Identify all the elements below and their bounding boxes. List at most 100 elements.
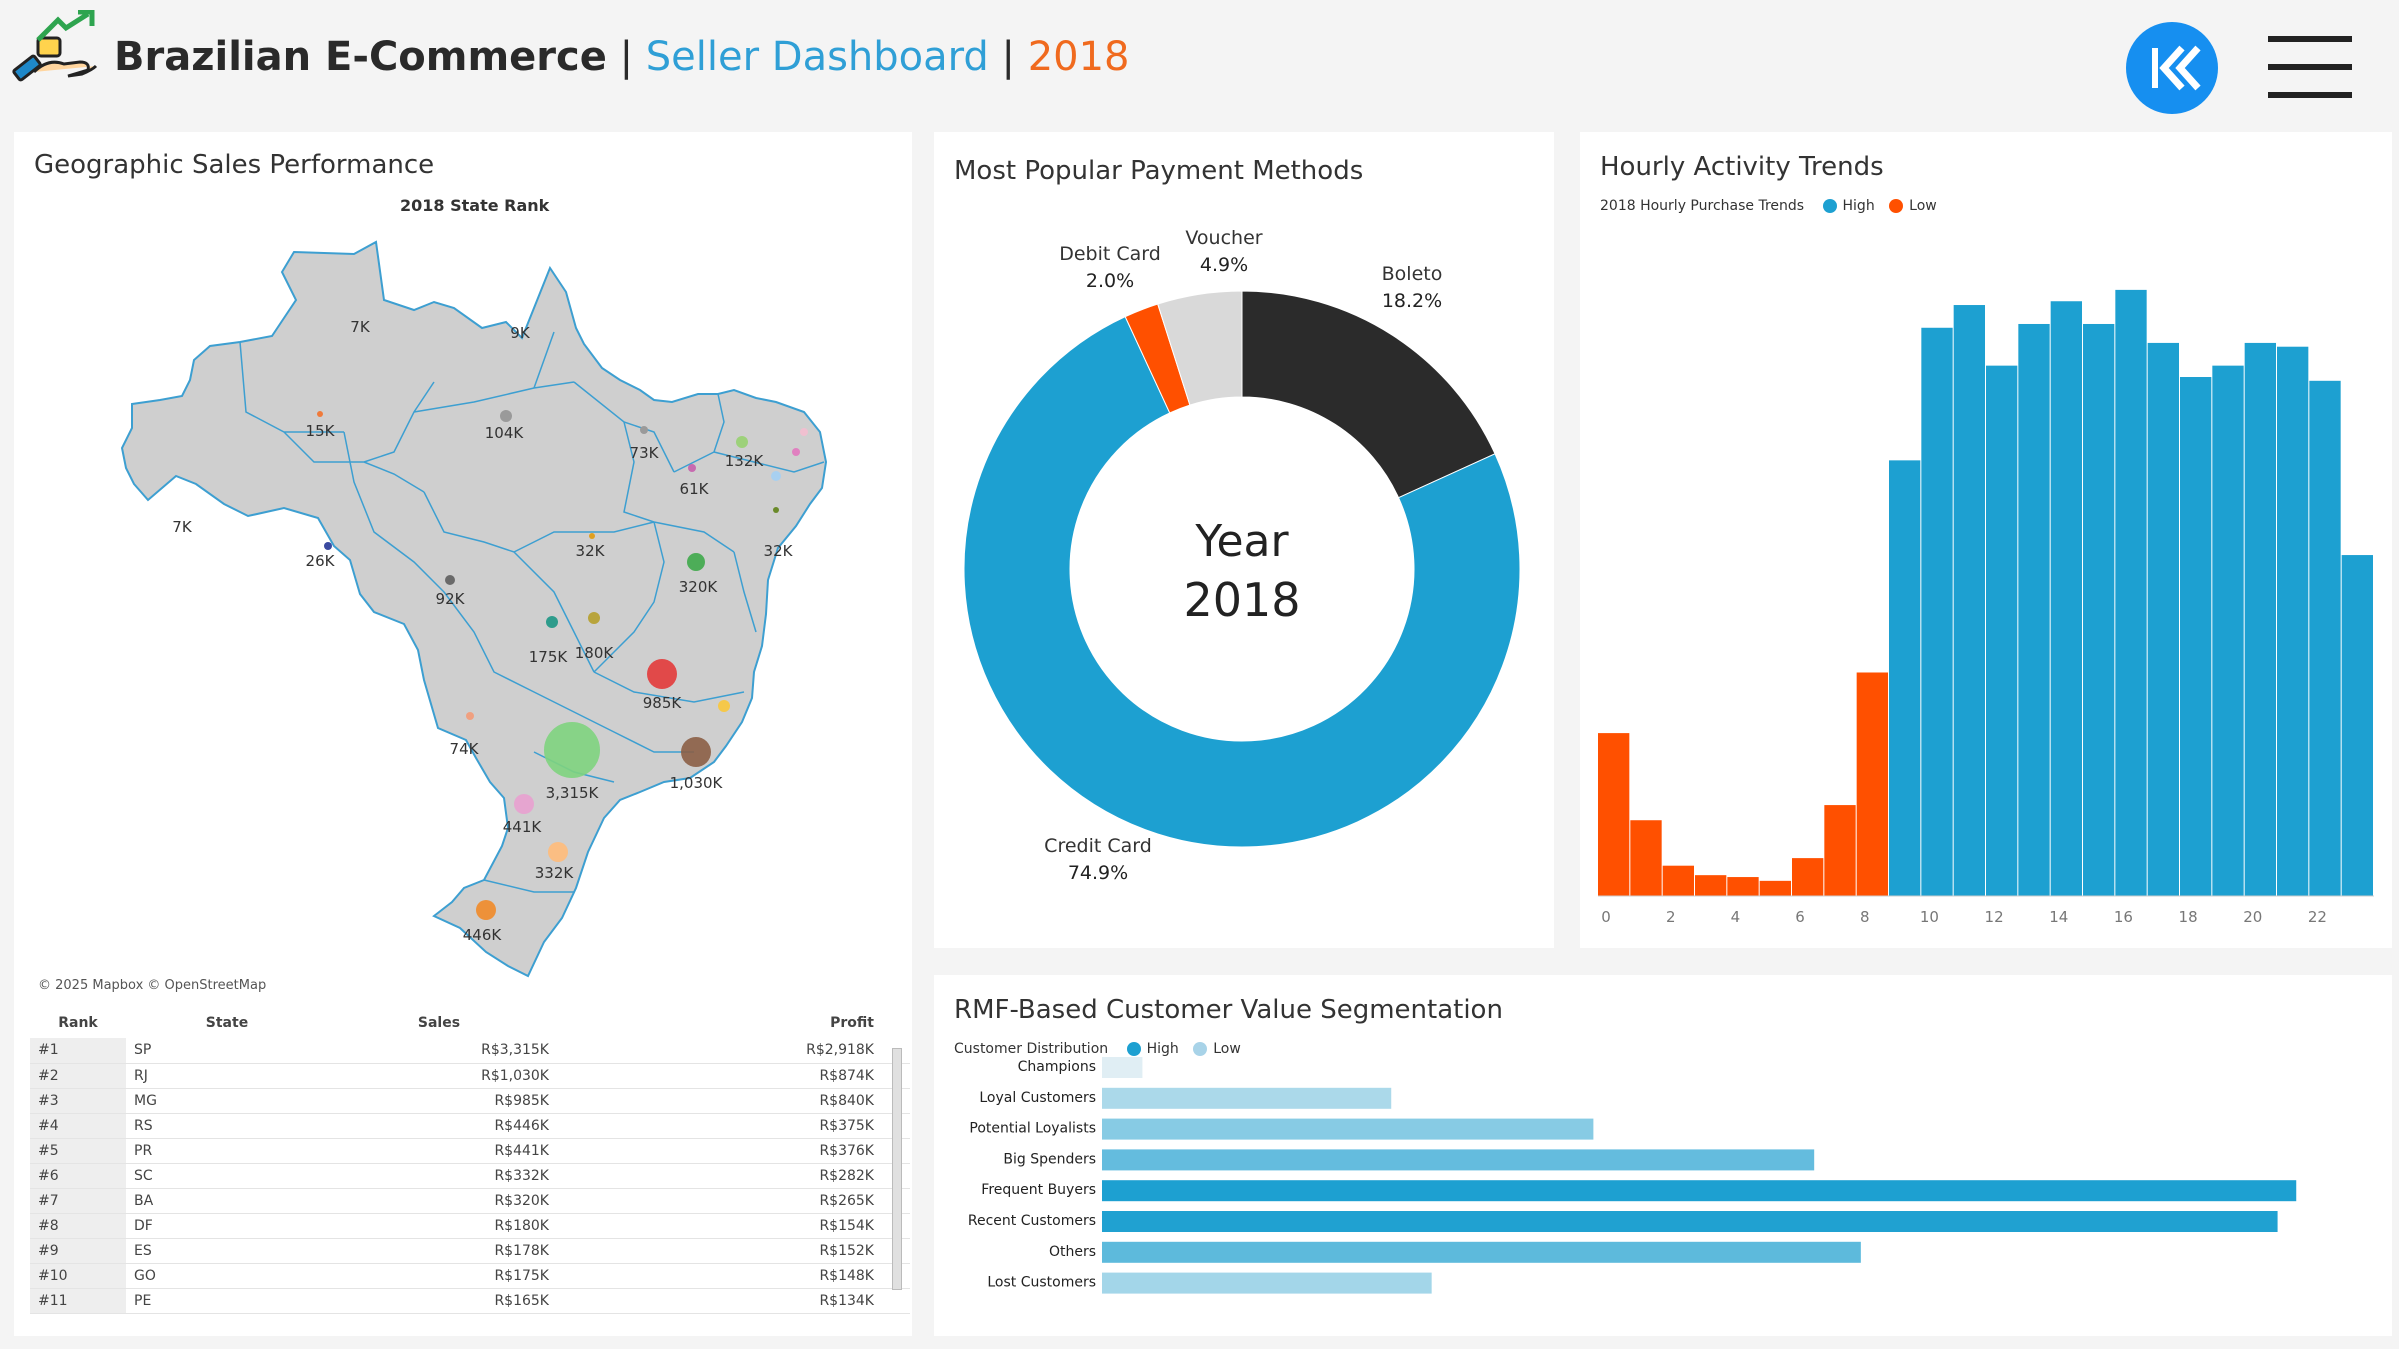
hour-bar-14[interactable]	[2050, 301, 2082, 896]
hour-bar-13[interactable]	[2018, 323, 2050, 897]
state-borders[interactable]	[239, 331, 825, 893]
map-label: 441K	[503, 818, 543, 836]
hour-bar-4[interactable]	[1727, 877, 1759, 896]
state-marker-ms[interactable]	[466, 712, 474, 720]
hour-bar-9[interactable]	[1889, 460, 1921, 896]
state-marker-ma[interactable]	[640, 426, 648, 434]
segment-bar-potential-loyalists[interactable]	[1102, 1118, 1594, 1140]
state-marker-go[interactable]	[546, 616, 558, 628]
table-row[interactable]: #1 SP R$3,315K R$2,918K	[30, 1038, 910, 1063]
state-marker-sc[interactable]	[548, 842, 568, 862]
hour-bar-8[interactable]	[1856, 672, 1888, 896]
table-row[interactable]: #8 DF R$180K R$154K	[30, 1213, 910, 1238]
hour-bar-16[interactable]	[2115, 289, 2147, 897]
donut-slice-boleto[interactable]	[1241, 290, 1496, 499]
donut-slice-voucher[interactable]	[1157, 290, 1243, 406]
state-marker-df[interactable]	[588, 612, 600, 624]
cell-rank: #2	[30, 1063, 126, 1088]
brazil-outline[interactable]	[120, 240, 828, 978]
customer-segmentation-panel: RMF-Based Customer Value Segmentation Cu…	[934, 975, 2392, 1336]
map-label: 32K	[576, 542, 606, 560]
state-marker-pe[interactable]	[771, 471, 781, 481]
state-marker-pa[interactable]	[500, 410, 512, 422]
segment-bar-chart[interactable]: Champions Loyal Customers Potential Loyali…	[934, 975, 2392, 1336]
brazil-map[interactable]: 7K 9K 15K 104K 73K 132K 61K 7K 26K 32K 3…	[14, 132, 912, 992]
segment-bar-champions[interactable]	[1102, 1057, 1143, 1078]
segment-label: Big Spenders	[1003, 1151, 1096, 1167]
hourly-legend: 2018 Hourly Purchase Trends High Low	[1600, 198, 1937, 214]
hour-bar-7[interactable]	[1824, 805, 1856, 896]
hour-bar-11[interactable]	[1953, 305, 1985, 896]
state-marker-pi[interactable]	[688, 464, 696, 472]
segment-bar-loyal-customers[interactable]	[1102, 1087, 1392, 1109]
segment-bar-recent-customers[interactable]	[1102, 1211, 2278, 1232]
state-marker-am[interactable]	[317, 411, 323, 417]
hour-bar-20[interactable]	[2244, 342, 2276, 896]
state-marker-rs[interactable]	[476, 900, 496, 920]
table-scrollbar[interactable]	[892, 1048, 902, 1290]
segment-bar-lost-customers[interactable]	[1102, 1272, 1432, 1294]
state-marker-rn[interactable]	[792, 448, 800, 456]
cell-rank: #6	[30, 1163, 126, 1188]
hour-bar-18[interactable]	[2180, 377, 2212, 896]
table-row[interactable]: #9 ES R$178K R$152K	[30, 1238, 910, 1263]
state-labels[interactable]: 7K 9K 15K 104K 73K 132K 61K 7K 26K 32K 3…	[172, 318, 793, 944]
state-marker-ce[interactable]	[736, 436, 748, 448]
donut-value-label: 4.9%	[1200, 254, 1248, 276]
state-marker-sp[interactable]	[544, 722, 600, 778]
state-marker-to[interactable]	[589, 533, 595, 539]
hour-bar-21[interactable]	[2277, 346, 2309, 896]
table-row[interactable]: #7 BA R$320K R$265K	[30, 1188, 910, 1213]
donut-label: Voucher	[1185, 227, 1262, 249]
table-row[interactable]: #3 MG R$985K R$840K	[30, 1088, 910, 1113]
segment-bar-others[interactable]	[1102, 1241, 1861, 1263]
state-marker-ba[interactable]	[687, 553, 705, 571]
hour-bar-22[interactable]	[2309, 380, 2341, 896]
hour-bar-5[interactable]	[1759, 880, 1791, 896]
payment-panel-title: Most Popular Payment Methods	[954, 156, 1364, 186]
hour-bar-2[interactable]	[1662, 865, 1694, 896]
hour-bar-3[interactable]	[1695, 875, 1727, 896]
state-marker-rj[interactable]	[681, 737, 711, 767]
state-marker-mg[interactable]	[647, 659, 677, 689]
state-marker-ro[interactable]	[324, 542, 332, 550]
hour-bar-17[interactable]	[2147, 342, 2179, 896]
hourly-bar-chart[interactable]: 0 2 4 6 8 10 12 14 16 18 20 22	[1580, 132, 2392, 948]
state-marker-es[interactable]	[718, 700, 730, 712]
hour-bar-23[interactable]	[2341, 555, 2373, 896]
legend-high-label: High	[1842, 198, 1875, 214]
back-button[interactable]	[2126, 22, 2218, 114]
hour-bar-10[interactable]	[1921, 327, 1953, 896]
map-label: 61K	[680, 480, 710, 498]
hour-bar-6[interactable]	[1792, 858, 1824, 896]
hour-bar-19[interactable]	[2212, 365, 2244, 896]
map-label: 74K	[450, 740, 480, 758]
state-marker-mt[interactable]	[445, 575, 455, 585]
hour-bar-12[interactable]	[1986, 365, 2018, 896]
segment-label: Lost Customers	[987, 1275, 1096, 1291]
table-row[interactable]: #11 PE R$165K R$134K	[30, 1288, 910, 1313]
hand-money-growth-icon	[12, 10, 98, 82]
hour-bar-1[interactable]	[1630, 820, 1662, 896]
hourly-activity-panel: Hourly Activity Trends 2018 Hourly Purch…	[1580, 132, 2392, 948]
payment-donut-chart[interactable]: Year 2018 Boleto 18.2% Credit Card 74.9% Deb…	[934, 132, 1554, 948]
hour-bar-0[interactable]	[1598, 733, 1630, 896]
donut-slice-credit-card[interactable]	[963, 316, 1521, 848]
menu-button[interactable]	[2268, 34, 2352, 100]
state-marker-pr[interactable]	[514, 794, 534, 814]
segment-bar-big-spenders[interactable]	[1102, 1149, 1815, 1171]
cell-rank: #7	[30, 1188, 126, 1213]
table-row[interactable]: #6 SC R$332K R$282K	[30, 1163, 910, 1188]
state-marker-al[interactable]	[773, 507, 779, 513]
table-row[interactable]: #5 PR R$441K R$376K	[30, 1138, 910, 1163]
map-label: 332K	[535, 864, 575, 882]
table-row[interactable]: #10 GO R$175K R$148K	[30, 1263, 910, 1288]
cell-profit: R$840K	[819, 1092, 874, 1109]
table-row[interactable]: #2 RJ R$1,030K R$874K	[30, 1063, 910, 1088]
map-attribution: © 2025 Mapbox © OpenStreetMap	[38, 978, 267, 993]
hourly-x-tick: 22	[2308, 908, 2327, 926]
hour-bar-15[interactable]	[2083, 323, 2115, 897]
state-marker-pb[interactable]	[800, 428, 808, 436]
table-row[interactable]: #4 RS R$446K R$375K	[30, 1113, 910, 1138]
segment-bar-frequent-buyers[interactable]	[1102, 1180, 2297, 1202]
